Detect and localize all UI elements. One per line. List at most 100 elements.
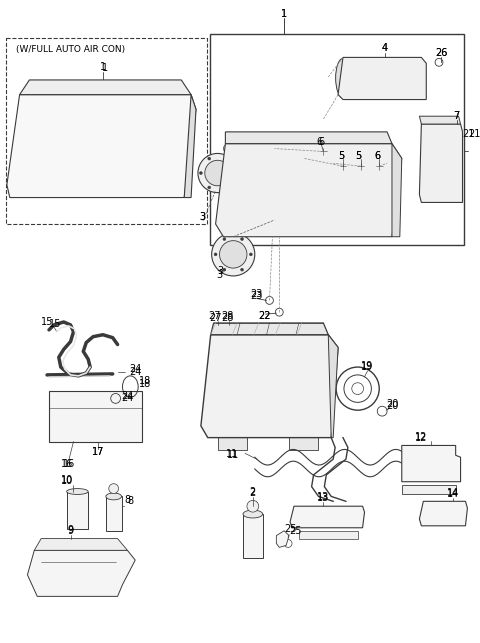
Text: 17: 17 <box>92 448 104 457</box>
Text: 27: 27 <box>209 313 222 323</box>
Circle shape <box>225 186 228 189</box>
Bar <box>288 197 306 212</box>
Bar <box>117 156 138 174</box>
Ellipse shape <box>243 510 263 518</box>
Text: 2: 2 <box>250 487 256 498</box>
Text: 24: 24 <box>121 394 133 403</box>
Bar <box>427 134 439 147</box>
Polygon shape <box>420 124 463 203</box>
Bar <box>402 485 456 494</box>
Text: 11: 11 <box>227 450 240 460</box>
Text: 6: 6 <box>374 151 380 161</box>
Text: 8: 8 <box>124 495 131 505</box>
Circle shape <box>219 240 247 268</box>
Text: 14: 14 <box>446 489 459 500</box>
Text: 3: 3 <box>216 270 223 280</box>
Text: 5: 5 <box>356 151 362 161</box>
Bar <box>6 38 207 224</box>
Circle shape <box>359 179 392 212</box>
Text: 3: 3 <box>217 266 224 276</box>
Text: 1: 1 <box>281 9 287 19</box>
Text: 15: 15 <box>41 317 53 327</box>
Bar <box>143 156 165 174</box>
Circle shape <box>25 140 49 163</box>
Text: 10: 10 <box>60 476 73 485</box>
Bar <box>67 491 88 529</box>
Bar <box>443 154 455 167</box>
Text: 7: 7 <box>454 111 460 121</box>
Polygon shape <box>7 95 196 197</box>
Polygon shape <box>328 335 338 438</box>
Polygon shape <box>27 550 135 596</box>
Circle shape <box>240 238 243 240</box>
Ellipse shape <box>106 493 121 500</box>
Text: 21: 21 <box>462 129 475 139</box>
Polygon shape <box>184 95 196 197</box>
Circle shape <box>153 147 176 170</box>
Bar <box>299 530 358 539</box>
Polygon shape <box>338 57 426 100</box>
Circle shape <box>20 134 55 169</box>
Text: 17: 17 <box>92 448 104 457</box>
Bar <box>427 173 439 186</box>
Text: 23: 23 <box>251 289 263 298</box>
Bar <box>90 109 112 127</box>
Text: 16: 16 <box>62 459 75 469</box>
Text: 1: 1 <box>100 62 106 72</box>
Polygon shape <box>276 530 289 547</box>
Bar <box>106 496 121 530</box>
Text: 8: 8 <box>127 496 133 506</box>
Bar <box>113 178 134 190</box>
Text: 6: 6 <box>318 137 324 147</box>
Bar <box>54 178 75 190</box>
Bar <box>64 133 85 150</box>
Text: 6: 6 <box>374 151 380 161</box>
Circle shape <box>223 238 226 240</box>
Text: 18: 18 <box>139 379 151 389</box>
Text: 19: 19 <box>361 362 373 372</box>
Circle shape <box>226 174 259 207</box>
Polygon shape <box>290 506 364 528</box>
Text: 12: 12 <box>415 431 428 442</box>
Bar <box>331 158 349 173</box>
Text: 21: 21 <box>468 129 480 139</box>
Text: 3: 3 <box>200 212 206 222</box>
Polygon shape <box>420 116 461 124</box>
Polygon shape <box>20 80 191 95</box>
Text: 28: 28 <box>221 311 234 321</box>
Circle shape <box>233 172 236 174</box>
Text: 7: 7 <box>454 111 460 121</box>
Circle shape <box>225 157 228 160</box>
Circle shape <box>199 172 203 174</box>
Bar <box>331 197 349 212</box>
Text: 9: 9 <box>68 525 73 535</box>
Text: 13: 13 <box>317 493 329 502</box>
Circle shape <box>208 157 211 160</box>
Text: 12: 12 <box>415 433 428 442</box>
Text: (W/FULL AUTO AIR CON): (W/FULL AUTO AIR CON) <box>16 45 125 54</box>
Polygon shape <box>226 132 392 143</box>
Bar <box>310 178 327 193</box>
Polygon shape <box>392 143 402 237</box>
Text: 26: 26 <box>435 48 447 59</box>
Text: 25: 25 <box>289 526 301 536</box>
Text: 19: 19 <box>361 361 373 371</box>
Bar <box>288 158 306 173</box>
Bar <box>443 134 455 147</box>
Text: 26: 26 <box>435 48 447 59</box>
Circle shape <box>109 484 119 493</box>
Text: 4: 4 <box>382 42 388 53</box>
Bar <box>443 173 455 186</box>
Bar <box>331 178 349 193</box>
Bar <box>64 156 85 174</box>
Bar <box>217 433 247 450</box>
Polygon shape <box>420 502 468 526</box>
Text: 6: 6 <box>316 137 323 147</box>
Text: 1: 1 <box>102 63 108 73</box>
Circle shape <box>214 253 217 256</box>
Bar <box>27 85 180 102</box>
Text: 16: 16 <box>60 459 73 469</box>
Text: 11: 11 <box>226 449 239 459</box>
Bar <box>243 514 263 558</box>
Text: 2: 2 <box>250 489 256 498</box>
